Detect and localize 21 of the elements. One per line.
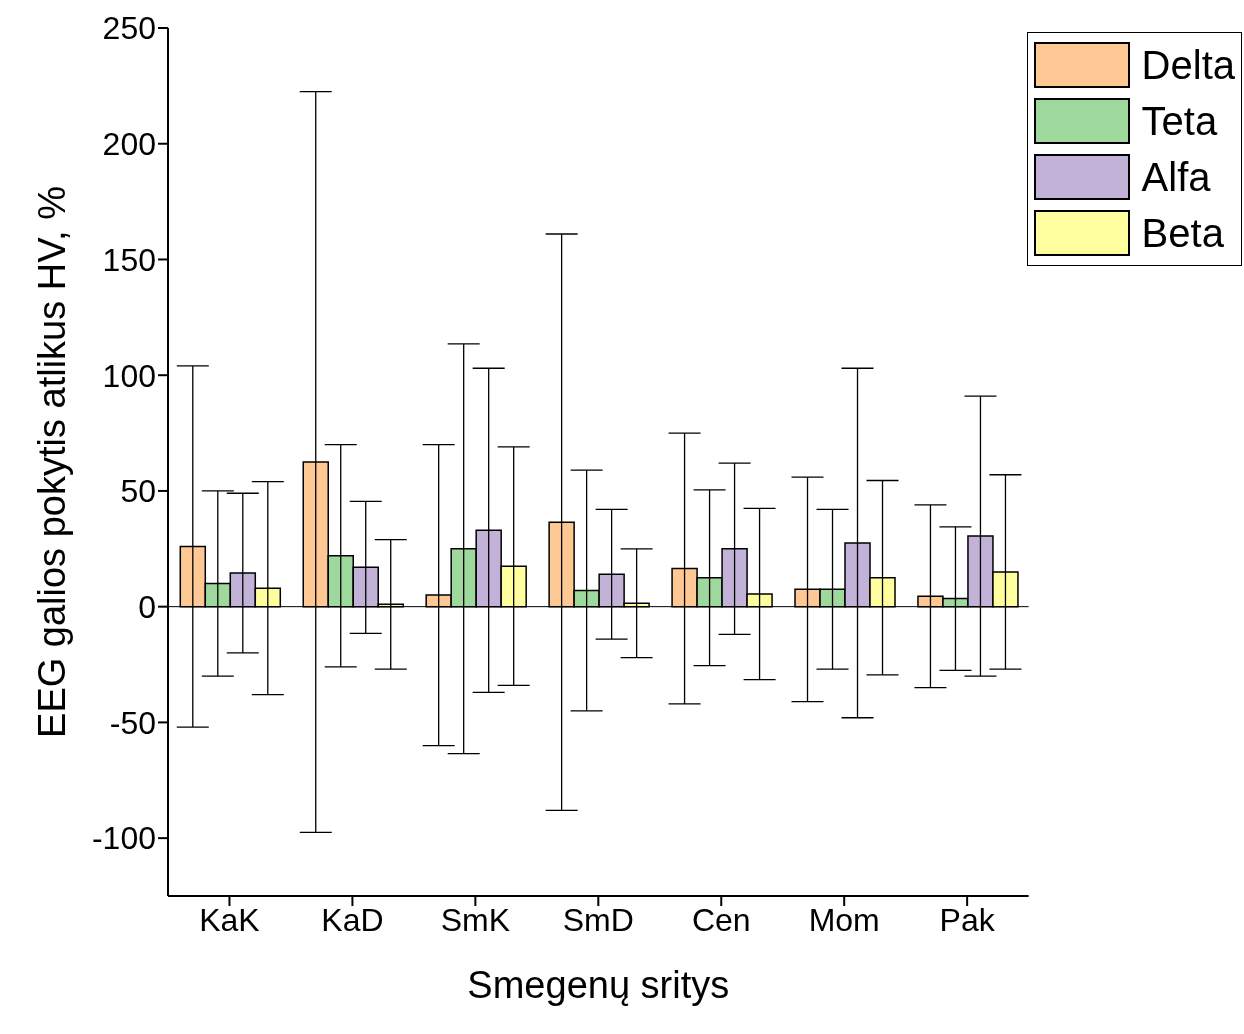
legend-label: Beta <box>1141 210 1224 256</box>
legend-label: Delta <box>1141 42 1235 88</box>
x-tick-label: SmD <box>562 901 634 938</box>
y-tick-label: 150 <box>102 241 156 278</box>
y-tick-label: -100 <box>91 820 156 857</box>
x-tick-label: KaD <box>321 901 384 938</box>
y-tick-label: 100 <box>102 357 156 394</box>
y-tick-label: 0 <box>138 589 156 626</box>
y-tick-label: 50 <box>120 473 156 510</box>
x-tick-label: Pak <box>939 901 996 938</box>
y-tick-label: 250 <box>102 10 156 47</box>
y-tick-label: -50 <box>109 704 156 741</box>
x-tick-label: Mom <box>808 901 880 938</box>
x-tick-label: Cen <box>691 901 751 938</box>
x-tick-label: SmK <box>440 901 511 938</box>
x-axis-title: Smegenų sritys <box>467 964 730 1006</box>
y-tick-label: 200 <box>102 126 156 163</box>
y-axis-title: EEG galios pokytis atlikus HV, % <box>31 186 74 738</box>
legend-label: Teta <box>1141 98 1218 144</box>
x-tick-label: KaK <box>199 901 260 938</box>
legend-label: Alfa <box>1141 154 1211 200</box>
